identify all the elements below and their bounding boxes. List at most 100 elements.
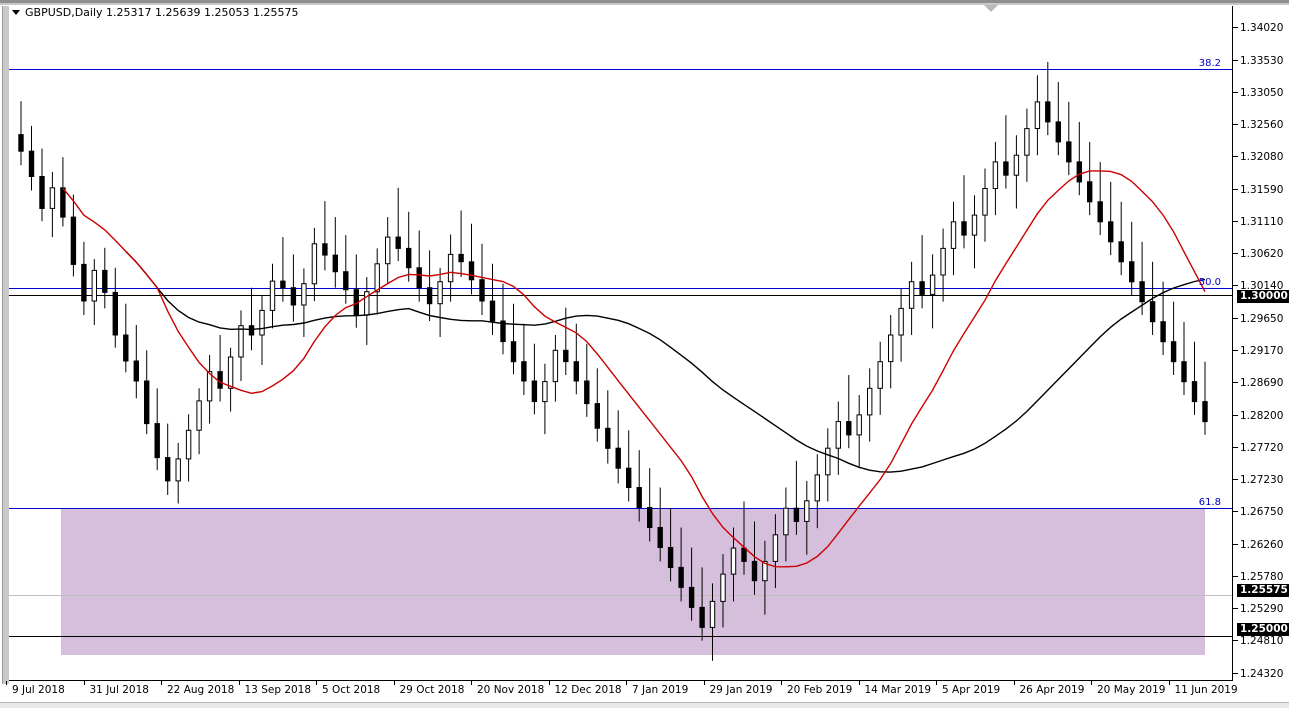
candle-body-bearish [531, 380, 538, 403]
candle-body-bullish [730, 547, 737, 575]
collapse-marker-icon[interactable] [984, 5, 998, 12]
price-tick-label: 1.28200 [1240, 409, 1284, 422]
time-tick-separator [781, 681, 782, 685]
tick-dash-icon [1233, 381, 1238, 383]
candle-body-bearish [510, 341, 517, 363]
window-bottom-border [0, 702, 1289, 708]
candle-body-bearish [18, 134, 24, 152]
candle-body-bullish [908, 281, 915, 309]
candle-body-bullish [929, 274, 936, 295]
price-tick-label: 1.26750 [1240, 506, 1284, 519]
candle-body-bearish [217, 371, 223, 389]
current-price-line [9, 595, 1232, 596]
candle-body-bullish [437, 281, 443, 305]
price-series [18, 62, 1208, 661]
candle-body-bearish [751, 560, 758, 582]
fib-line-38[interactable] [9, 69, 1232, 70]
time-tick-label: 13 Sep 2018 [244, 684, 312, 696]
tick-dash-icon [1233, 350, 1238, 351]
price-line-125000[interactable] [9, 636, 1232, 637]
price-tick-label: 1.27720 [1240, 441, 1284, 454]
price-tick: 1.30140 [1233, 280, 1289, 292]
candle-body-bearish [793, 507, 800, 523]
candle-body-bearish [1045, 101, 1051, 123]
tick-dash-icon [1233, 543, 1238, 545]
candle-body-bearish [112, 291, 118, 336]
fib-line-50[interactable] [9, 288, 1232, 289]
candle-body-bearish [489, 300, 496, 322]
candle-body-bearish [678, 566, 684, 588]
time-tick-label: 5 Oct 2018 [322, 684, 381, 696]
fib-label-38: 38.2 [1198, 58, 1221, 69]
time-tick-separator [1013, 681, 1015, 685]
price-tick: 1.27230 [1233, 474, 1289, 486]
candle-body-bullish [447, 253, 454, 283]
candle-body-bullish [269, 280, 276, 311]
price-tick-label: 1.24320 [1240, 668, 1284, 680]
price-tick-label: 1.33050 [1240, 86, 1284, 99]
tick-dash-icon [1233, 608, 1238, 610]
tick-dash-icon [1233, 59, 1238, 61]
candle-body-bullish [720, 573, 726, 602]
candle-body-bullish [91, 269, 97, 302]
price-line-130000[interactable] [9, 295, 1232, 296]
candle-body-bearish [1139, 281, 1145, 303]
candle-body-bullish [804, 500, 810, 522]
price-tick-label: 1.29170 [1240, 345, 1284, 357]
price-tick-label: 1.32080 [1240, 151, 1284, 164]
candle-body-bearish [1181, 361, 1187, 383]
time-tick-separator [626, 681, 627, 685]
candle-body-bearish [605, 427, 611, 449]
time-tick-separator [393, 681, 395, 685]
price-tick-label: 1.25780 [1240, 570, 1284, 583]
tick-dash-icon [1233, 188, 1238, 190]
price-tick-label: 1.25290 [1240, 603, 1284, 616]
candle-body-bearish [741, 547, 747, 562]
price-tick-label: 1.33530 [1240, 54, 1284, 67]
candle-body-bullish [940, 247, 946, 276]
moving-average-slow [125, 250, 1206, 473]
support-zone-rectangle[interactable] [61, 508, 1205, 655]
time-tick-separator [316, 681, 317, 685]
price-tick: 1.30620 [1233, 248, 1289, 260]
price-tag: 1.25575 [1237, 584, 1289, 598]
candle-body-bullish [898, 307, 904, 336]
candle-body-bearish [521, 361, 527, 382]
candle-body-bearish [667, 547, 674, 568]
window-top-border [0, 0, 1289, 3]
candle-body-bearish [290, 287, 297, 306]
time-tick-separator [238, 681, 240, 685]
time-tick-label: 20 Nov 2018 [477, 684, 545, 696]
candle-body-bullish [772, 534, 779, 562]
price-tick-label: 1.31110 [1240, 215, 1284, 228]
fib-line-618[interactable] [9, 508, 1232, 509]
candle-body-bearish [39, 176, 45, 209]
time-tick-label: 31 Jul 2018 [89, 684, 149, 696]
candle-body-bearish [280, 280, 286, 289]
tick-dash-icon [1233, 318, 1238, 320]
price-tick: 1.28690 [1233, 377, 1289, 389]
candle-body-bearish [1191, 381, 1198, 403]
candle-body-bullish [950, 221, 957, 249]
candle-body-bearish [1076, 161, 1082, 183]
candle-body-bearish [154, 423, 160, 459]
time-tick-label: 29 Jan 2019 [709, 684, 773, 696]
time-tick-separator [858, 681, 860, 685]
price-tag: 1.30000 [1237, 289, 1289, 303]
candle-body-bearish [1202, 401, 1208, 423]
chart-plot-area[interactable]: 38.2 50.0 61.8 [9, 6, 1233, 681]
candle-body-bullish [385, 236, 391, 265]
candle-body-bearish [961, 221, 967, 236]
time-tick-label: 7 Jan 2019 [632, 684, 689, 696]
tick-dash-icon [1233, 640, 1238, 642]
candle-body-bearish [1055, 121, 1061, 143]
price-tick: 1.25780 [1233, 571, 1289, 583]
price-tick-label: 1.26260 [1240, 538, 1284, 551]
candle-body-bearish [636, 487, 642, 508]
time-tick-label: 14 Mar 2019 [864, 684, 932, 696]
price-scale[interactable]: 1.34020 1.33530 1.33050 1.32560 1.32080 1.315… [1233, 6, 1289, 680]
candle-body-bullish [227, 356, 234, 389]
tick-dash-icon [1233, 479, 1238, 481]
time-scale[interactable]: 9 Jul 2018 31 Jul 2018 22 Aug 2018 13 Sep 2… [6, 681, 1238, 701]
tick-dash-icon [1233, 414, 1238, 416]
